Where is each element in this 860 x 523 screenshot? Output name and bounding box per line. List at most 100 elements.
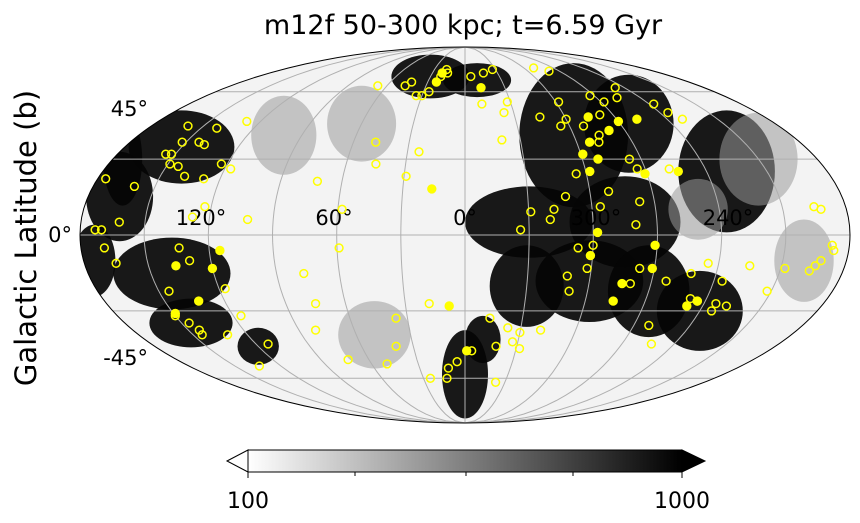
satellite-marker-open bbox=[497, 135, 507, 145]
longitude-grid-line bbox=[336, 47, 466, 423]
satellite-marker-open bbox=[564, 286, 574, 296]
lon-tick-240: 240° bbox=[703, 206, 754, 230]
satellite-marker-open bbox=[706, 306, 717, 316]
density-region bbox=[774, 219, 834, 302]
satellite-marker-filled bbox=[215, 245, 225, 256]
satellite-marker-open bbox=[686, 268, 696, 279]
satellite-marker-filled bbox=[193, 296, 204, 306]
satellite-marker-open bbox=[337, 204, 347, 214]
colorbar-extend-min bbox=[225, 449, 249, 473]
satellite-marker-open bbox=[571, 169, 581, 179]
satellite-marker-open bbox=[212, 123, 222, 133]
longitude-grid-line bbox=[464, 47, 594, 423]
satellite-marker-open bbox=[184, 256, 195, 266]
satellite-marker-open bbox=[343, 354, 353, 365]
satellite-marker-open bbox=[573, 243, 583, 253]
satellite-marker-filled bbox=[427, 184, 437, 194]
satellite-marker-open bbox=[556, 121, 566, 131]
satellite-marker-open bbox=[414, 147, 424, 157]
satellite-marker-open bbox=[664, 164, 674, 174]
satellite-marker-open bbox=[312, 176, 323, 186]
satellite-marker-open bbox=[242, 214, 253, 225]
satellite-marker-open bbox=[816, 256, 826, 266]
satellite-marker-open bbox=[417, 91, 427, 101]
satellite-marker-filled bbox=[617, 278, 627, 289]
satellite-marker-open bbox=[632, 164, 642, 174]
satellite-marker-open bbox=[535, 112, 545, 122]
satellite-marker-open bbox=[101, 174, 111, 184]
satellite-marker-open bbox=[166, 149, 177, 159]
satellite-marker-open bbox=[717, 276, 727, 286]
satellite-marker-open bbox=[442, 64, 452, 75]
satellite-marker-open bbox=[711, 298, 721, 309]
satellite-marker-filled bbox=[584, 137, 595, 147]
satellite-marker-open bbox=[242, 116, 252, 127]
lat-tick-minus45: -45° bbox=[103, 346, 148, 370]
satellite-marker-open bbox=[502, 97, 512, 107]
satellite-marker-open bbox=[467, 346, 477, 356]
satellite-marker-filled bbox=[583, 112, 593, 122]
satellite-marker-open bbox=[382, 359, 392, 369]
satellite-marker-open bbox=[553, 97, 564, 107]
satellite-marker-filled bbox=[604, 125, 614, 136]
satellite-marker-open bbox=[809, 202, 819, 212]
satellite-marker-open bbox=[503, 323, 513, 333]
satellite-marker-filled bbox=[444, 301, 454, 311]
satellite-marker-open bbox=[599, 97, 609, 107]
satellite-marker-open bbox=[588, 240, 598, 250]
satellite-marker-filled bbox=[593, 154, 603, 164]
longitude-tick-labels: 120° 60° 0° 300° 240° bbox=[176, 206, 754, 230]
satellite-marker-open bbox=[603, 186, 614, 197]
satellite-marker-open bbox=[199, 174, 209, 184]
satellite-marker-open bbox=[703, 258, 713, 268]
satellite-marker-filled bbox=[608, 296, 618, 306]
satellite-marker-open bbox=[334, 243, 344, 253]
satellite-marker-open bbox=[466, 71, 476, 82]
satellite-marker-open bbox=[299, 268, 309, 279]
density-region bbox=[668, 178, 728, 240]
satellite-marker-open bbox=[635, 196, 645, 207]
satellite-marker-open bbox=[165, 159, 175, 169]
satellite-marker-open bbox=[780, 263, 790, 274]
satellite-marker-open bbox=[491, 341, 501, 351]
satellite-marker-open bbox=[810, 261, 820, 271]
satellite-marker-filled bbox=[578, 149, 588, 159]
satellite-marker-open bbox=[111, 258, 121, 268]
satellite-marker-open bbox=[96, 225, 107, 235]
satellite-marker-filled bbox=[476, 82, 486, 93]
satellite-marker-open bbox=[371, 137, 381, 147]
satellite-marker-open bbox=[635, 263, 645, 274]
satellite-marker-open bbox=[507, 337, 518, 347]
satellite-marker-filled bbox=[431, 77, 442, 87]
satellite-marker-open bbox=[610, 83, 620, 93]
satellite-marker-open bbox=[391, 341, 401, 351]
satellite-marker-open bbox=[487, 64, 498, 75]
satellite-marker-open bbox=[424, 87, 434, 97]
lat-tick-0: 0° bbox=[48, 223, 72, 247]
colorbar-gradient bbox=[247, 449, 683, 473]
satellite-marker-open bbox=[194, 325, 204, 335]
satellite-marker-open bbox=[406, 77, 417, 87]
satellite-marker-open bbox=[236, 311, 246, 321]
satellite-marker-open bbox=[161, 149, 171, 159]
satellite-marker-open bbox=[721, 301, 732, 311]
satellite-markers bbox=[90, 63, 839, 387]
satellite-marker-open bbox=[499, 107, 509, 118]
satellite-marker-open bbox=[829, 245, 839, 256]
satellite-marker-open bbox=[631, 220, 641, 230]
satellite-marker-open bbox=[490, 377, 501, 387]
satellite-marker-open bbox=[424, 298, 434, 309]
satellite-marker-open bbox=[184, 318, 194, 328]
satellite-marker-open bbox=[114, 217, 124, 227]
satellite-marker-open bbox=[197, 330, 207, 340]
satellite-marker-open bbox=[585, 91, 595, 101]
satellite-marker-open bbox=[183, 121, 193, 131]
satellite-marker-open bbox=[646, 339, 657, 349]
satellite-marker-filled bbox=[613, 116, 624, 127]
satellite-marker-open bbox=[745, 261, 755, 271]
satellite-marker-filled bbox=[207, 263, 218, 274]
satellite-marker-open bbox=[177, 137, 187, 147]
lon-tick-300: 300° bbox=[571, 206, 622, 230]
satellite-marker-open bbox=[200, 202, 210, 212]
